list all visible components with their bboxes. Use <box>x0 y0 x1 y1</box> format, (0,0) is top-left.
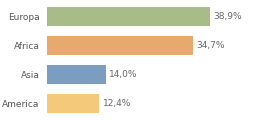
Bar <box>47 7 210 26</box>
Text: 34,7%: 34,7% <box>196 41 225 50</box>
Text: 14,0%: 14,0% <box>109 70 138 79</box>
Bar <box>47 94 99 113</box>
Bar <box>47 65 106 84</box>
Text: 12,4%: 12,4% <box>102 99 131 108</box>
Text: 38,9%: 38,9% <box>214 12 242 21</box>
Bar <box>47 36 193 55</box>
